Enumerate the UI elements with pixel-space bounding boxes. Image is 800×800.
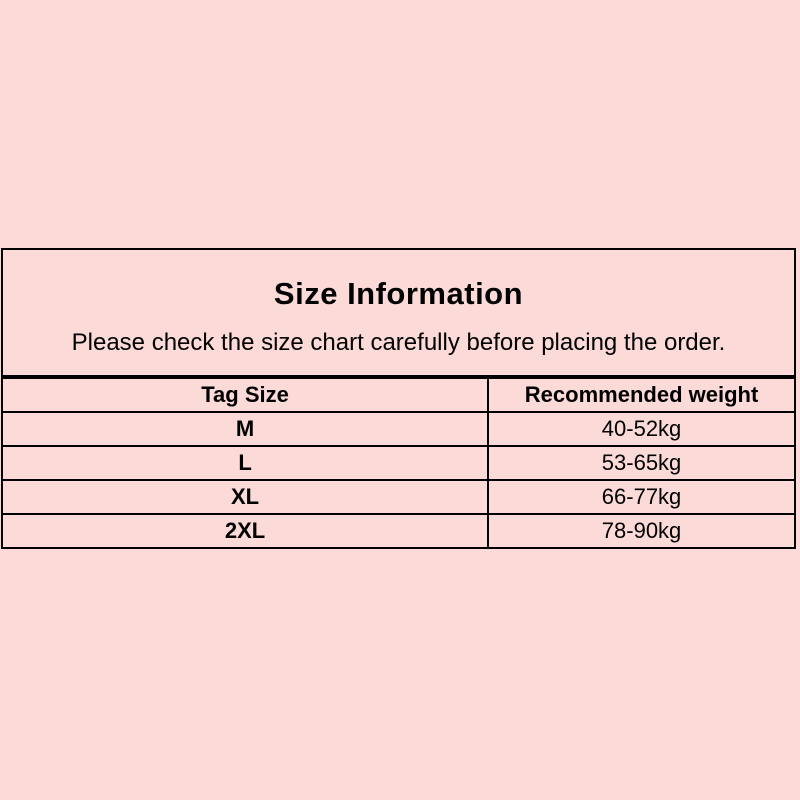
page-title: Size Information — [273, 276, 524, 311]
table-row: XL 66-77kg — [0, 479, 796, 515]
size-info-panel: Size Information Please check the size c… — [0, 248, 796, 549]
size-chart-notice: Please check the size chart carefully be… — [71, 329, 726, 356]
tag-size-value: L — [0, 445, 490, 481]
recommended-weight-value: 66-77kg — [487, 479, 796, 515]
column-header-tag-size: Tag Size — [0, 377, 490, 413]
tag-size-value: 2XL — [0, 513, 490, 549]
column-header-recommended-weight: Recommended weight — [487, 377, 796, 413]
recommended-weight-value: 40-52kg — [487, 411, 796, 447]
recommended-weight-value: 53-65kg — [487, 445, 796, 481]
table-header-row: Tag Size Recommended weight — [0, 377, 796, 413]
table-row: L 53-65kg — [0, 445, 796, 481]
size-info-header: Size Information Please check the size c… — [1, 248, 796, 377]
tag-size-value: XL — [0, 479, 490, 515]
table-row: M 40-52kg — [0, 411, 796, 447]
recommended-weight-value: 78-90kg — [487, 513, 796, 549]
size-table: Tag Size Recommended weight M 40-52kg L … — [0, 377, 796, 549]
tag-size-value: M — [0, 411, 490, 447]
table-row: 2XL 78-90kg — [0, 513, 796, 549]
